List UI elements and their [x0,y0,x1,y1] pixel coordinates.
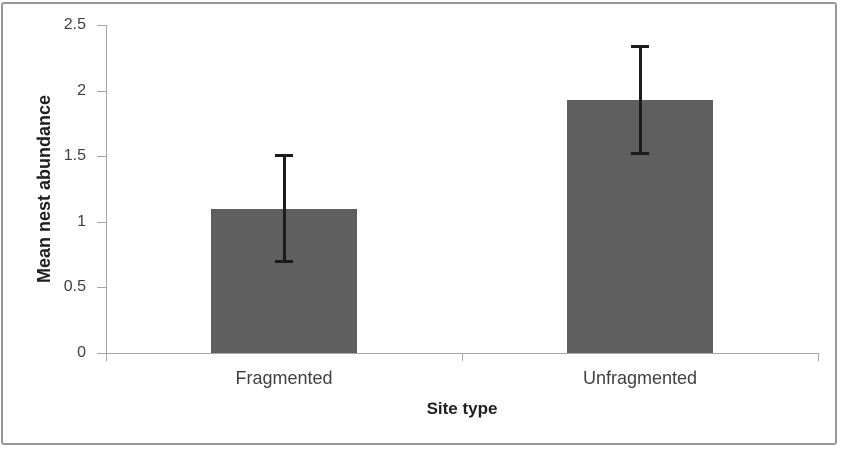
y-tick-label: 1 [77,213,86,230]
error-bar-cap-bottom [631,151,649,155]
error-bar-line [638,45,642,154]
y-tick-mark [97,353,106,354]
y-tick-label: 1.5 [63,147,86,164]
y-tick-label: 2 [77,82,86,99]
error-bar-cap-top [275,153,293,157]
x-tick-mark [462,353,463,361]
y-tick-label: 2.5 [63,16,86,33]
y-tick-mark [97,287,106,288]
x-tick-mark [818,353,819,361]
x-axis-title: Site type [426,399,498,418]
y-tick-label: 0.5 [63,278,86,295]
y-axis-line [106,25,107,353]
category-label: Fragmented [235,368,333,388]
error-bar-cap-top [631,44,649,48]
y-tick-mark [97,156,106,157]
error-bar-line [282,154,286,263]
y-axis-title: Mean nest abundance [34,94,54,284]
error-bar-cap-bottom [275,260,293,264]
y-tick-mark [97,25,106,26]
x-tick-mark [106,353,107,361]
category-label: Unfragmented [582,368,698,388]
y-tick-label: 0 [77,344,86,361]
y-tick-mark [97,222,106,223]
y-tick-mark [97,91,106,92]
